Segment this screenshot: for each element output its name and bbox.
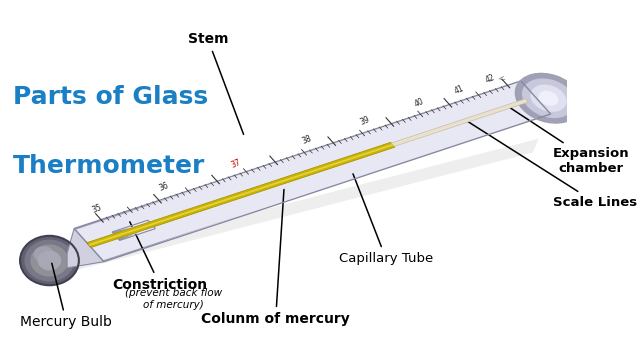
Polygon shape <box>76 81 550 260</box>
Text: °C: °C <box>498 76 507 83</box>
Text: Capillary Tube: Capillary Tube <box>339 174 433 265</box>
Text: 40: 40 <box>413 97 425 109</box>
Polygon shape <box>115 222 154 238</box>
Text: 35: 35 <box>91 203 104 215</box>
Text: Parts of Glass: Parts of Glass <box>13 85 208 109</box>
Polygon shape <box>74 88 544 262</box>
Ellipse shape <box>515 73 582 123</box>
Text: 38: 38 <box>301 134 314 146</box>
Text: (prevent back flow
of mercury): (prevent back flow of mercury) <box>125 288 223 310</box>
Polygon shape <box>77 82 550 259</box>
Text: Colunm of mercury: Colunm of mercury <box>202 190 350 326</box>
Polygon shape <box>88 91 541 247</box>
Polygon shape <box>87 142 395 247</box>
Polygon shape <box>74 85 547 262</box>
Text: 41: 41 <box>453 83 465 95</box>
Ellipse shape <box>522 79 575 118</box>
Ellipse shape <box>34 246 54 263</box>
Text: 39: 39 <box>359 115 372 127</box>
Ellipse shape <box>538 91 558 106</box>
Text: Thermometer: Thermometer <box>13 154 205 178</box>
Polygon shape <box>83 87 545 252</box>
Text: Mercury Bulb: Mercury Bulb <box>20 263 113 329</box>
Polygon shape <box>391 99 529 146</box>
Ellipse shape <box>30 245 68 276</box>
Ellipse shape <box>531 84 566 112</box>
Ellipse shape <box>38 251 61 271</box>
Polygon shape <box>79 84 548 256</box>
Text: Scale Lines: Scale Lines <box>467 121 637 209</box>
Ellipse shape <box>20 236 79 285</box>
Text: 37: 37 <box>230 157 242 169</box>
Polygon shape <box>41 139 539 280</box>
Text: 42: 42 <box>484 73 497 85</box>
Polygon shape <box>112 223 153 240</box>
Text: 36: 36 <box>158 181 170 193</box>
Text: Constriction: Constriction <box>112 222 207 292</box>
Ellipse shape <box>24 239 74 282</box>
Polygon shape <box>67 228 104 268</box>
Polygon shape <box>87 96 537 248</box>
Text: Stem: Stem <box>188 32 244 134</box>
Polygon shape <box>81 95 538 254</box>
Polygon shape <box>114 220 156 238</box>
Polygon shape <box>88 144 394 246</box>
Text: Expansion
chamber: Expansion chamber <box>510 108 629 175</box>
